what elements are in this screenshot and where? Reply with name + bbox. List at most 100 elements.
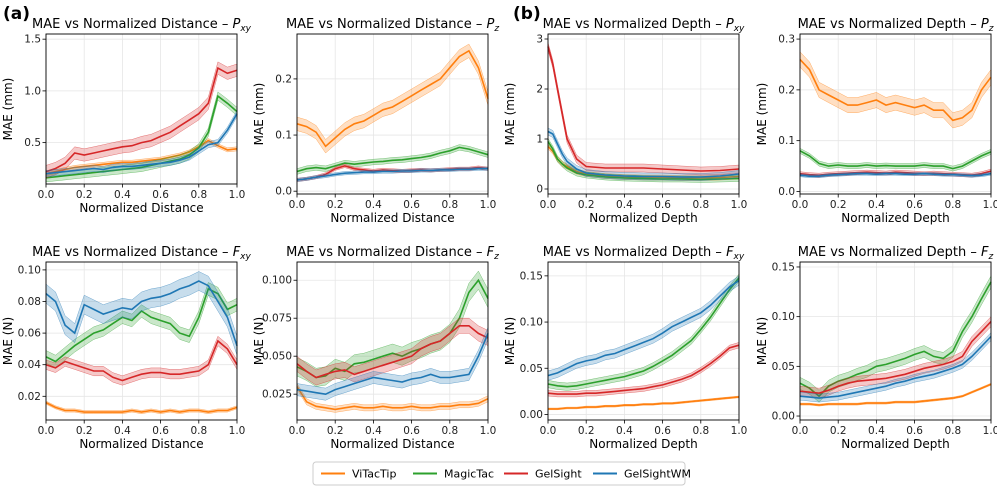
- series-band-vitactip: [296, 43, 489, 154]
- x-tick-label: 0.8: [441, 425, 458, 437]
- series-line-magictac: [799, 281, 992, 398]
- series-line-gelsight: [45, 339, 238, 382]
- x-tick-label: 0.4: [365, 425, 382, 437]
- x-tick-label: 0.0: [289, 425, 306, 437]
- x-tick-label: 0.6: [403, 199, 420, 211]
- series-band-magictac: [547, 273, 740, 391]
- y-tick-label: 0.0: [275, 186, 292, 198]
- x-tick-label: 0.4: [616, 425, 633, 437]
- chart-title-sub: z: [988, 24, 994, 34]
- plot-frame: [547, 33, 740, 195]
- x-tick-label: 0.2: [76, 425, 93, 437]
- legend-label-gelsightwm: GelSightWM: [624, 468, 691, 481]
- chart-title-sub: xy: [239, 24, 251, 34]
- chart-title: MAE vs Normalized Distance – Pxy: [32, 17, 252, 34]
- chart-title-text: MAE vs Normalized Distance –: [32, 245, 233, 260]
- chart-title-sub: xy: [733, 24, 745, 34]
- series-line-gelsightwm: [296, 167, 488, 181]
- x-tick-label: 0.2: [76, 189, 93, 201]
- y-tick-label: 0.10: [520, 317, 543, 329]
- chart-title-sub: xy: [239, 252, 251, 262]
- x-tick-label: 0.0: [38, 425, 55, 437]
- y-tick-label: 0.1: [778, 135, 795, 147]
- y-tick-label: 0.075: [262, 313, 292, 325]
- series-line-magictac: [547, 277, 740, 388]
- series-line-gelsightwm: [799, 335, 992, 399]
- series-line-gelsightwm: [547, 279, 740, 377]
- chart-title-text: MAE vs Normalized Depth –: [798, 17, 981, 32]
- x-axis-label: Normalized Depth: [589, 211, 697, 225]
- series-band-gelsight: [547, 42, 740, 176]
- series-line-gelsight: [547, 344, 740, 395]
- x-axis-label: Normalized Distance: [79, 201, 203, 215]
- x-tick-label: 0.6: [906, 199, 923, 211]
- y-tick-label: 0.06: [18, 328, 42, 340]
- y-tick-label: 0.15: [520, 270, 543, 282]
- chart-title: MAE vs Normalized Distance – Fz: [286, 245, 499, 262]
- chart-title-var: F: [726, 245, 734, 260]
- series-line-gelsightwm: [547, 130, 740, 178]
- chart-title-var: F: [233, 245, 241, 260]
- series-line-magictac: [547, 141, 740, 181]
- y-axis-label: MAE (mm): [252, 83, 266, 146]
- y-tick-label: 0.5: [24, 137, 41, 149]
- x-tick-label: 0.0: [792, 425, 809, 437]
- x-axis-label: Normalized Distance: [79, 437, 203, 451]
- series-line-magictac: [45, 94, 238, 179]
- y-tick-label: 2: [536, 84, 543, 96]
- plot-frame: [547, 261, 740, 421]
- series-line-vitactip: [296, 386, 489, 411]
- x-axis-label: Normalized Depth: [841, 437, 949, 451]
- y-tick-label: 0.05: [772, 361, 795, 373]
- x-tick-label: 0.4: [868, 425, 885, 437]
- chart-title: MAE vs Normalized Depth – Pz: [798, 17, 994, 34]
- x-tick-label: 1.0: [229, 189, 246, 201]
- chart-title-var: F: [487, 245, 495, 260]
- panel-label-b: (b): [513, 4, 541, 24]
- y-tick-label: 3: [536, 34, 543, 46]
- y-axis-label: MAE (N): [1, 317, 15, 365]
- x-tick-label: 0.8: [692, 425, 709, 437]
- plot-frame: [799, 261, 992, 421]
- y-axis-label: MAE (N): [252, 317, 266, 365]
- series-line-gelsight: [547, 46, 740, 172]
- chart-title: MAE vs Normalized Depth – Pxy: [543, 17, 745, 34]
- legend-label-gelsight: GelSight: [535, 468, 582, 481]
- x-tick-label: 0.2: [327, 199, 344, 211]
- series-line-vitactip: [548, 396, 740, 410]
- x-tick-label: 0.2: [578, 199, 595, 211]
- x-tick-label: 0.4: [365, 199, 382, 211]
- x-tick-label: 0.2: [578, 425, 595, 437]
- x-tick-label: 1.0: [480, 425, 497, 437]
- panel-label-a: (a): [3, 4, 30, 24]
- series-line-gelsightwm: [799, 172, 992, 177]
- chart-title-var: P: [981, 17, 989, 32]
- series-line-vitactip: [45, 401, 238, 413]
- x-tick-label: 0.8: [692, 199, 709, 211]
- y-tick-label: 0.08: [18, 296, 41, 308]
- series-line-gelsightwm: [45, 113, 238, 175]
- y-axis-label: MAE (mm): [1, 78, 15, 141]
- x-tick-label: 0.8: [190, 425, 207, 437]
- y-tick-label: 0.100: [262, 275, 292, 287]
- x-axis-label: Normalized Depth: [589, 437, 697, 451]
- legend: ViTacTip MagicTac GelSight GelSightWM: [312, 461, 691, 486]
- y-tick-label: 0.10: [18, 264, 41, 276]
- x-tick-label: 0.6: [906, 425, 923, 437]
- y-tick-label: 0.10: [772, 311, 795, 323]
- y-tick-label: 0.0: [778, 186, 795, 198]
- chart-title-var: P: [726, 17, 734, 32]
- x-axis-label: Normalized Distance: [330, 211, 454, 225]
- y-tick-label: 1.5: [24, 34, 41, 46]
- y-tick-label: 0.00: [772, 411, 795, 423]
- chart-title-sub: xy: [733, 252, 745, 262]
- series-line-vitactip: [799, 58, 992, 122]
- x-tick-label: 0.6: [152, 189, 169, 201]
- y-tick-label: 0.04: [18, 359, 42, 371]
- x-tick-label: 1.0: [983, 199, 997, 211]
- plot-frame: [296, 261, 489, 421]
- series-line-vitactip: [800, 383, 992, 406]
